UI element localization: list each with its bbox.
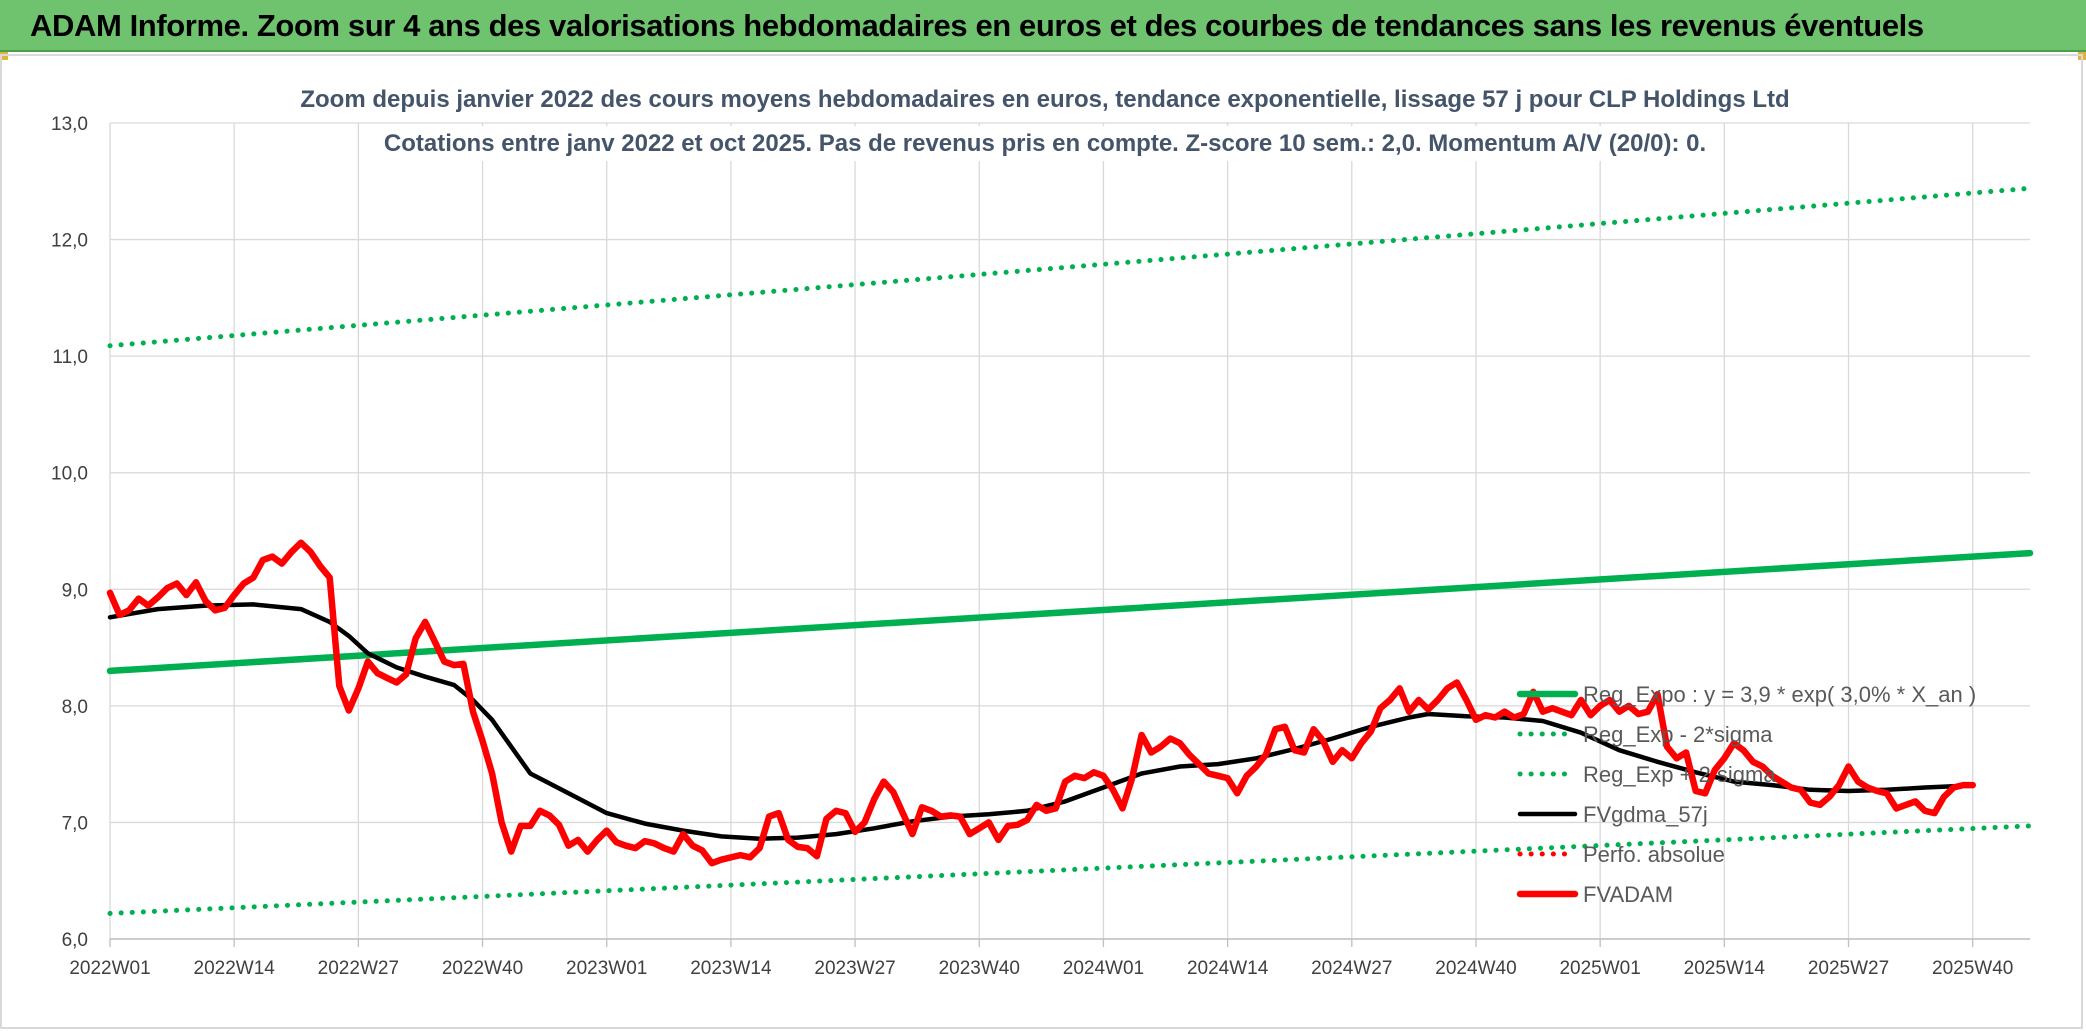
x-tick-label: 2024W27	[1311, 958, 1392, 979]
legend-label: FVgdma_57j	[1583, 802, 1708, 827]
y-tick-label: 8,0	[62, 697, 88, 718]
y-tick-label: 10,0	[51, 464, 88, 485]
y-tick-label: 7,0	[62, 813, 88, 834]
x-tick-label: 2024W14	[1187, 958, 1269, 979]
x-tick-label: 2022W40	[442, 958, 523, 979]
y-tick-label: 13,0	[51, 114, 88, 135]
x-tick-label: 2024W01	[1063, 958, 1144, 979]
series-line-reg-exp-2-sigma	[107, 185, 2033, 349]
x-tick-label: 2023W40	[939, 958, 1020, 979]
x-tick-label: 2022W14	[194, 958, 276, 979]
y-tick-label: 9,0	[62, 580, 88, 601]
axes: 6,0 7,0 8,0 9,0 10,0 11,0 12,0 13,0 2022W01 2022W…	[51, 114, 2030, 979]
series-line-reg-exp-2-sigma	[107, 823, 2033, 916]
y-tick-label: 11,0	[52, 347, 88, 368]
chart-title-background	[377, 126, 1713, 161]
chart-title-line: Cotations entre janv 2022 et oct 2025. P…	[384, 130, 1706, 157]
x-tick-label: 2023W01	[566, 958, 647, 979]
legend-label: Reg_Exp + 2 sigma	[1583, 762, 1776, 787]
y-tick-label: 12,0	[51, 231, 88, 252]
legend-label: Reg_Exp - 2*sigma	[1583, 722, 1773, 747]
grid	[109, 122, 2030, 940]
chart-title-background	[294, 82, 1796, 117]
x-tick-label: 2024W40	[1435, 958, 1516, 979]
x-tick-label: 2023W14	[690, 958, 772, 979]
banner-corner-left	[0, 52, 8, 60]
x-tick-label: 2023W27	[814, 958, 895, 979]
chart-title-line: Zoom depuis janvier 2022 des cours moyen…	[300, 86, 1789, 113]
report-banner: ADAM Informe. Zoom sur 4 ans des valoris…	[0, 0, 2086, 52]
legend-label: FVADAM	[1583, 882, 1673, 907]
series-line-fvadam	[106, 539, 1976, 867]
legend: Reg_Expo : y = 3,9 * exp( 3,0% * X_an ) R…	[1516, 682, 1976, 907]
report-banner-title: ADAM Informe. Zoom sur 4 ans des valoris…	[30, 8, 1924, 43]
x-tick-label: 2022W01	[69, 958, 150, 979]
chart-frame	[0, 54, 2083, 1029]
x-tick-label: 2022W27	[318, 958, 399, 979]
x-tick-label: 2025W40	[1932, 958, 2013, 979]
legend-label: Perfo. absolue	[1583, 842, 1725, 867]
series-area	[106, 185, 2034, 916]
x-tick-label: 2025W01	[1559, 958, 1640, 979]
chart-title: Zoom depuis janvier 2022 des cours moyen…	[294, 82, 1796, 161]
x-tick-label: 2025W27	[1808, 958, 1889, 979]
legend-label: Reg_Expo : y = 3,9 * exp( 3,0% * X_an )	[1583, 682, 1976, 707]
series-line-fvgdma-57j	[107, 602, 1956, 841]
y-tick-label: 6,0	[62, 930, 88, 951]
x-tick-label: 2025W14	[1684, 958, 1766, 979]
series-line-reg-expo-y-3-9-exp-3-0-x-an	[106, 549, 2034, 675]
